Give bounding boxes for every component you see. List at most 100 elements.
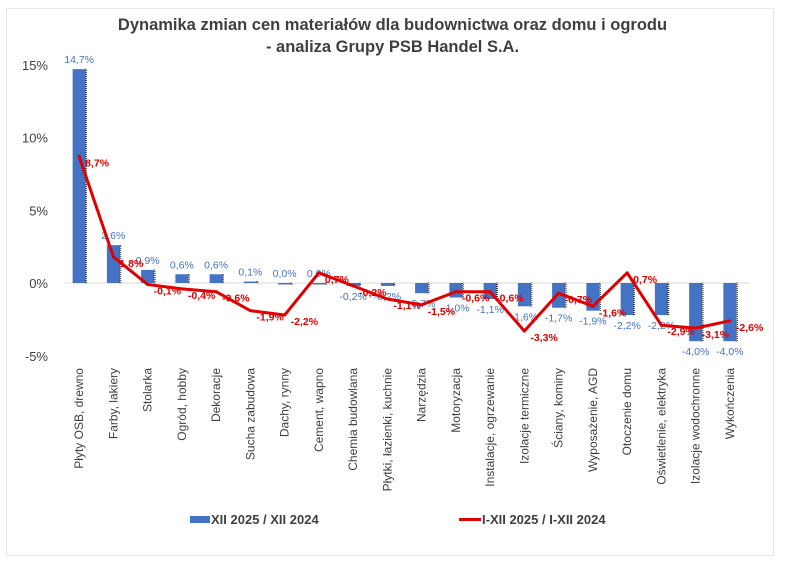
x-tick-label: Płytki, łazienki, kuchnie [380,368,394,492]
line-point [522,329,526,333]
line-series [77,155,731,333]
bar-edge [187,273,190,284]
bar-data-label: -0,2% [339,291,366,303]
chart-frame [6,8,774,556]
bar [243,281,257,284]
bar [620,283,634,316]
bar-edge [290,282,293,285]
legend-swatch-bar [190,516,210,523]
bar-data-label: -4,0% [716,346,743,358]
x-tick-label: Cement, wapno [312,368,326,452]
y-tick-label: 0% [29,276,48,291]
bar-data-label: 0,6% [204,259,228,271]
x-tick-label: Izolacje termiczne [517,368,531,464]
line-point [385,297,389,301]
chart-title: Dynamika zmian cen materiałów dla budown… [0,14,785,58]
line-data-label: -0,7% [565,294,593,306]
x-tick-label: Dekoracje [209,368,223,422]
line-point [728,319,732,323]
y-tick-label: -5% [25,349,49,364]
bar [106,245,120,283]
bar [209,274,223,283]
line-data-label: -0,2% [359,287,387,299]
bar-data-label: 0,1% [238,267,262,279]
x-tick-label: Dachy, rynny [278,368,292,437]
bar-data-label: -1,1% [476,304,503,316]
legend-item-line: I-XII 2025 / I-XII 2024 [459,512,606,527]
line-point [488,290,492,294]
bar-edge [701,282,704,342]
bar-edge [530,282,533,307]
line-point [454,290,458,294]
line-data-label: -3,3% [530,332,558,344]
line-data-label: -0,6% [462,293,490,305]
x-tick-label: Płyty OSB, drewno [72,368,86,469]
line-point [557,291,561,295]
legend-swatch-line [459,518,481,521]
bar [415,283,429,294]
bar-data-label: 0,9% [136,255,160,267]
x-tick-label: Wykończenia [723,368,737,440]
line-point [248,309,252,313]
line-point [625,271,629,275]
x-tick-label: Narzędzia [415,368,429,422]
line-point [591,304,595,308]
y-tick-label: 5% [29,203,48,218]
legend-label-bar: XII 2025 / XII 2024 [211,512,319,527]
bar-edge [256,281,259,284]
bar-data-label: 14,7% [64,54,94,66]
line-data-label: -2,2% [291,316,319,328]
x-tick-label: Ściany, kominy [551,368,566,448]
line-data-label: 8,7% [85,157,110,169]
bar-data-label: 0,0% [273,268,297,280]
line-point [146,282,150,286]
line-data-label: -1,5% [428,306,456,318]
x-tick-label: Oświetlenie, elektryka [654,368,668,485]
bar-edge [667,282,670,316]
line-point [351,284,355,288]
bar-data-label: -4,0% [682,346,709,358]
line-data-label: -2,6% [736,322,764,334]
x-tick-label: Stolarka [141,368,155,412]
bar-data-label: -1,9% [579,316,606,328]
chart-title-line1: Dynamika zmian cen materiałów dla budown… [117,16,668,34]
bar [141,269,155,283]
line-data-label: -0,6% [496,293,524,305]
bar-edge [427,282,430,294]
bar-edge [359,282,362,287]
x-tick-label: Otoczenie domu [620,368,634,455]
bar-edge [324,282,327,285]
x-tick-label: Ogród, hobby [175,368,189,441]
line-point [283,313,287,317]
x-tick-label: Farby, lakiery [106,368,120,439]
bar-edge [735,282,738,342]
x-tick-label: Instalacje, ogrzewanie [483,368,497,487]
line-point [214,290,218,294]
line-point [420,303,424,307]
bar-data-label: -1,7% [545,313,572,325]
line-data-label: -3,1% [702,329,730,341]
chart-subtitle: - analiza Grupy PSB Handel S.A. [265,38,520,56]
bar [380,283,394,286]
line-point [659,323,663,327]
line-data-label: -0,1% [154,285,182,297]
line-data-label: -0,4% [188,290,216,302]
bar [312,283,326,285]
bar [72,69,86,284]
bar-data-label: -1,6% [511,311,538,323]
line-data-label: 0,7% [633,274,658,286]
line-point [77,154,81,158]
bar [278,283,292,285]
x-tick-label: Wyposażenie, AGD [586,368,600,472]
line-point [317,271,321,275]
bar-edge [393,282,396,287]
line-data-label: -1,9% [256,312,284,324]
bar-edge [633,282,636,316]
y-tick-label: 10% [22,131,48,146]
bar-edge [153,269,156,284]
line-point [694,326,698,330]
x-tick-label: Izolacje wodochronne [689,368,703,484]
x-tick-label: Motoryzacja [449,368,463,433]
bar [723,283,737,342]
